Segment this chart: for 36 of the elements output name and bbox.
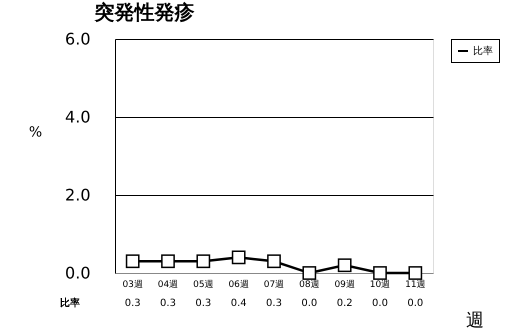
chart-title: 突発性発疹 <box>93 0 196 24</box>
point <box>338 258 352 272</box>
text: 比率 <box>60 298 80 309</box>
y-tick-label: 0.0 <box>65 264 90 282</box>
legend-label: 比率 <box>473 45 493 57</box>
text: 0.3 <box>160 298 176 309</box>
point <box>196 254 210 268</box>
x-tick-label: 11週 <box>405 279 426 290</box>
text: 0.3 <box>124 298 141 309</box>
x-tick-label: 05週 <box>193 279 214 290</box>
y-tick-label: 6.0 <box>65 30 90 48</box>
y-axis-title: % <box>28 124 42 140</box>
point <box>126 254 140 268</box>
text: 0.0 <box>301 298 318 309</box>
point <box>232 250 246 264</box>
point <box>302 266 316 280</box>
text: 0.3 <box>266 298 282 309</box>
point <box>408 266 422 280</box>
text: 0.0 <box>407 298 424 309</box>
x-tick-label: 03週 <box>122 279 143 290</box>
point <box>161 254 175 268</box>
x-tick-label: 04週 <box>158 279 178 290</box>
point <box>267 254 281 268</box>
x-tick-label: 06週 <box>228 279 249 290</box>
y-tick-label: 2.0 <box>65 186 90 204</box>
text: 0.2 <box>336 298 353 309</box>
y-tick-label: 4.0 <box>65 108 90 126</box>
x-tick-label: 07週 <box>264 279 284 290</box>
x-axis-title: 週 <box>466 310 484 331</box>
text: 0.3 <box>195 298 212 309</box>
x-tick-label: 08週 <box>299 279 320 290</box>
x-tick-label: 10週 <box>370 279 390 290</box>
text: 0.4 <box>230 298 247 309</box>
point <box>373 266 387 280</box>
x-tick-label: 09週 <box>334 279 355 290</box>
text: 0.0 <box>372 298 388 309</box>
